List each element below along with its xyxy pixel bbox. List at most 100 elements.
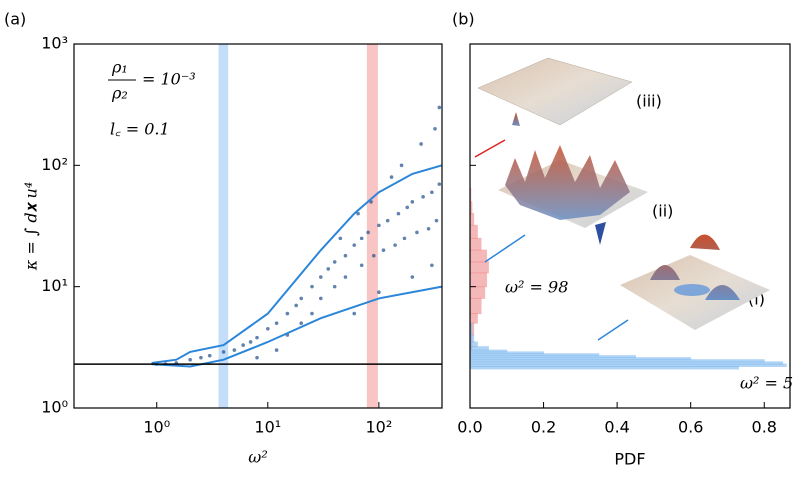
scatter-point — [326, 267, 331, 271]
annotation: = 10⁻³ — [142, 70, 196, 89]
scatter-point — [352, 311, 357, 316]
x-tick-label: 0.8 — [752, 418, 777, 437]
histogram-bar — [469, 237, 482, 251]
inset-iii — [474, 57, 633, 158]
panel-label: (b) — [452, 10, 475, 29]
scatter-point — [266, 326, 270, 331]
scatter-point — [241, 343, 245, 347]
scatter-point — [332, 260, 337, 264]
scatter-point — [396, 211, 401, 216]
scatter-point — [343, 253, 348, 258]
y-axis-label: κ = ∫ d𝐱 u⁴ — [22, 182, 41, 271]
histogram-bar — [469, 313, 478, 324]
scatter-point — [399, 163, 404, 168]
scatter-point — [310, 284, 314, 289]
scatter-point — [437, 182, 442, 186]
scatter-point — [299, 296, 304, 301]
band — [366, 44, 378, 408]
plot-frame — [73, 43, 443, 409]
histogram-bar — [469, 224, 478, 239]
x-tick-label: 0.0 — [457, 418, 482, 437]
x-tick-label: 10¹ — [254, 418, 281, 437]
scatter-point — [377, 290, 381, 295]
series-label: ω² = 98 — [505, 278, 568, 297]
inset-ii — [484, 145, 648, 263]
y-tick-label: 10⁰ — [41, 398, 68, 417]
inset-label: (ii) — [652, 202, 673, 221]
histogram-bar — [469, 297, 482, 315]
x-axis-label: ω² — [248, 448, 267, 467]
scatter-point — [232, 348, 237, 352]
scatter-point — [437, 105, 442, 110]
scatter-point — [421, 195, 425, 199]
inset-label: (iii) — [636, 92, 662, 111]
scatter-point — [410, 275, 415, 279]
series-label: ω² = 5 — [740, 374, 793, 393]
scatter-point — [248, 340, 253, 344]
scatter-point — [352, 243, 357, 247]
scatter-point — [385, 218, 390, 223]
scatter-point — [356, 211, 360, 216]
scatter-point — [319, 275, 323, 279]
scatter-point — [381, 248, 386, 252]
scatter-point — [319, 296, 323, 301]
scatter-point — [434, 218, 439, 223]
scatter-point — [255, 335, 259, 340]
scatter-point — [359, 236, 364, 241]
scatter-point — [274, 321, 279, 325]
scatter-point — [294, 303, 298, 308]
x-tick-label: 10² — [365, 418, 392, 437]
scatter-point — [393, 243, 397, 247]
scatter-point — [419, 142, 423, 146]
scatter-point — [430, 190, 434, 195]
scatter-point — [402, 236, 407, 241]
scatter-point — [366, 230, 370, 235]
annotation: ρ₁ — [111, 58, 128, 77]
scatter-point — [285, 311, 290, 316]
y-tick-label: 10¹ — [41, 276, 68, 295]
line — [151, 164, 443, 364]
inset-i — [597, 234, 770, 341]
scatter-point — [188, 357, 192, 362]
histogram-bar — [469, 249, 488, 263]
x-tick-label: 10⁰ — [143, 418, 170, 437]
x-axis-label: PDF — [614, 450, 645, 469]
scatter-point — [410, 200, 415, 204]
histogram-bar — [469, 272, 488, 288]
scatter-point — [221, 350, 226, 354]
histogram-bar — [469, 286, 486, 299]
scatter-point — [207, 353, 212, 358]
scatter-point — [255, 355, 259, 360]
plot-frame — [469, 43, 791, 409]
scatter-point — [389, 175, 394, 179]
histogram-bar — [469, 261, 489, 274]
scatter-point — [377, 223, 381, 228]
scatter-point — [430, 263, 434, 268]
line — [151, 285, 443, 368]
x-tick-label: 0.4 — [604, 418, 629, 437]
annotation: l꜀ = 0.1 — [110, 120, 170, 139]
histogram-bar — [469, 341, 478, 348]
scatter-point — [405, 205, 410, 210]
scatter-point — [372, 253, 376, 258]
scatter-point — [299, 321, 304, 325]
scatter-point — [343, 275, 348, 279]
scatter-point — [274, 348, 279, 352]
annotation: ρ₂ — [111, 84, 128, 103]
y-tick-label: 10³ — [41, 34, 68, 53]
y-tick-label: 10² — [41, 155, 68, 174]
scatter-point — [310, 311, 314, 316]
panel-label: (a) — [4, 10, 26, 29]
x-tick-label: 0.2 — [531, 418, 556, 437]
histogram-bar — [469, 346, 489, 351]
scatter-point — [199, 355, 203, 360]
scatter-point — [338, 236, 343, 241]
scatter-point — [426, 226, 431, 231]
x-tick-label: 0.6 — [678, 418, 703, 437]
scatter-point — [332, 284, 337, 289]
scatter-point — [359, 263, 364, 268]
scatter-point — [415, 230, 419, 235]
band — [218, 44, 229, 408]
scatter-point — [433, 127, 437, 131]
